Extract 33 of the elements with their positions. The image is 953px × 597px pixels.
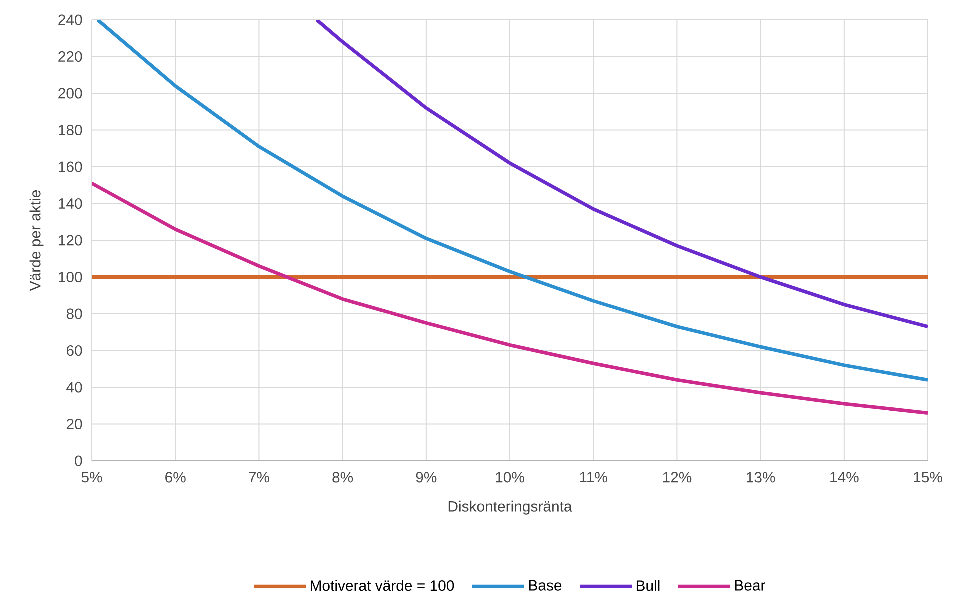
x-tick-label: 15% [914, 472, 942, 483]
legend-label: Bull [636, 580, 660, 592]
x-tick-label: 6% [166, 472, 186, 483]
legend-label: Bear [735, 580, 766, 591]
y-tick-label: 0 [75, 456, 82, 466]
line-series [96, 20, 928, 382]
y-tick-label: 100 [59, 272, 82, 282]
y-tick-label: 60 [66, 345, 82, 356]
x-tick-label: 14% [830, 472, 859, 483]
legend-label: Base [529, 580, 562, 591]
x-tick-label: 13% [746, 472, 776, 483]
x-tick-label: 5% [82, 472, 102, 483]
y-axis-title: Värde per aktie [30, 190, 44, 292]
x-axis-title: Diskonteringsränta [448, 500, 572, 515]
y-tick-label: 200 [58, 88, 82, 99]
x-tick-label: 10% [496, 472, 524, 483]
y-tick-label: 80 [66, 308, 82, 320]
y-tick-label: 40 [66, 382, 82, 393]
line-series [92, 182, 928, 415]
x-tick-label: 9% [416, 472, 437, 483]
x-tick-label: 8% [332, 472, 354, 483]
y-tick-label: 140 [59, 198, 82, 209]
x-tick-label: 7% [249, 472, 270, 483]
y-tick-label: 120 [59, 235, 82, 246]
y-tick-label: 220 [58, 51, 82, 62]
y-tick-label: 20 [66, 418, 82, 430]
x-tick-label: 12% [663, 472, 692, 483]
x-tick-label: 11% [580, 472, 608, 483]
legend-label: Motiverat värde = 100 [310, 580, 454, 592]
line-series [315, 20, 928, 329]
y-tick-label: 180 [59, 124, 82, 136]
y-tick-label: 160 [59, 162, 82, 172]
y-tick-label: 240 [58, 14, 82, 26]
